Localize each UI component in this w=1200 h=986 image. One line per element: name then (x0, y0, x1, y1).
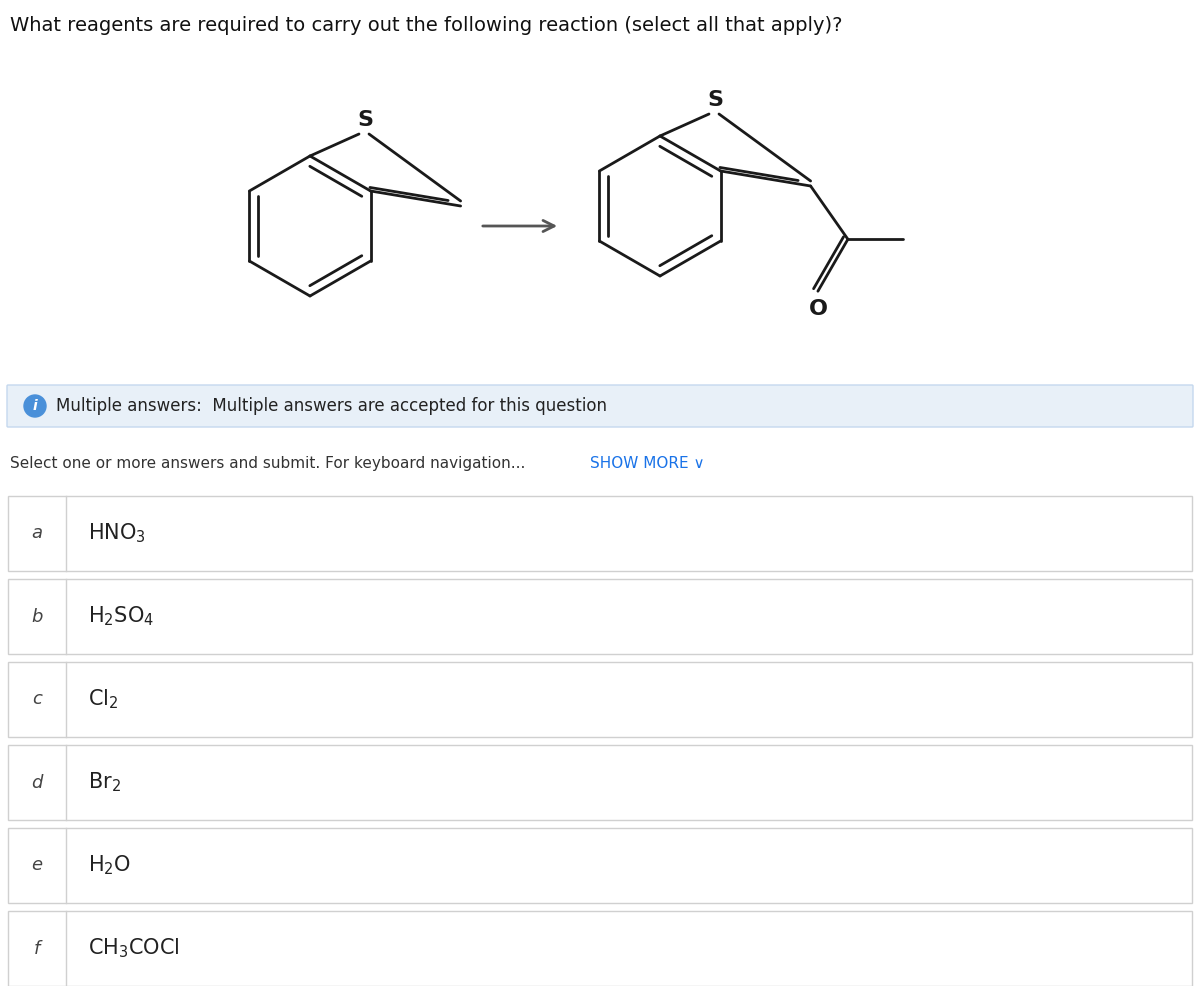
Text: S: S (358, 110, 373, 130)
Text: HNO$_3$: HNO$_3$ (88, 522, 146, 545)
Text: i: i (32, 399, 37, 413)
Text: a: a (31, 525, 42, 542)
Circle shape (24, 395, 46, 417)
Text: What reagents are required to carry out the following reaction (select all that : What reagents are required to carry out … (10, 16, 842, 35)
Text: Cl$_2$: Cl$_2$ (88, 687, 119, 711)
Text: d: d (31, 773, 43, 792)
Text: Br$_2$: Br$_2$ (88, 771, 121, 795)
Bar (8, 496, 1192, 571)
Text: S: S (707, 90, 722, 110)
Text: H$_2$O: H$_2$O (88, 854, 131, 878)
Text: c: c (32, 690, 42, 709)
Text: e: e (31, 857, 42, 875)
Text: H$_2$SO$_4$: H$_2$SO$_4$ (88, 604, 154, 628)
Text: SHOW MORE ∨: SHOW MORE ∨ (590, 456, 704, 471)
Text: O: O (809, 299, 828, 319)
Text: Multiple answers:  Multiple answers are accepted for this question: Multiple answers: Multiple answers are a… (56, 397, 607, 415)
Text: f: f (34, 940, 40, 957)
FancyBboxPatch shape (7, 385, 1193, 427)
Text: b: b (31, 607, 43, 625)
Bar (8, 745, 1192, 820)
Bar (8, 911, 1192, 986)
Bar (8, 662, 1192, 737)
Bar (8, 579, 1192, 654)
Text: CH$_3$COCl: CH$_3$COCl (88, 937, 180, 960)
Bar (8, 828, 1192, 903)
Text: Select one or more answers and submit. For keyboard navigation...: Select one or more answers and submit. F… (10, 456, 535, 471)
